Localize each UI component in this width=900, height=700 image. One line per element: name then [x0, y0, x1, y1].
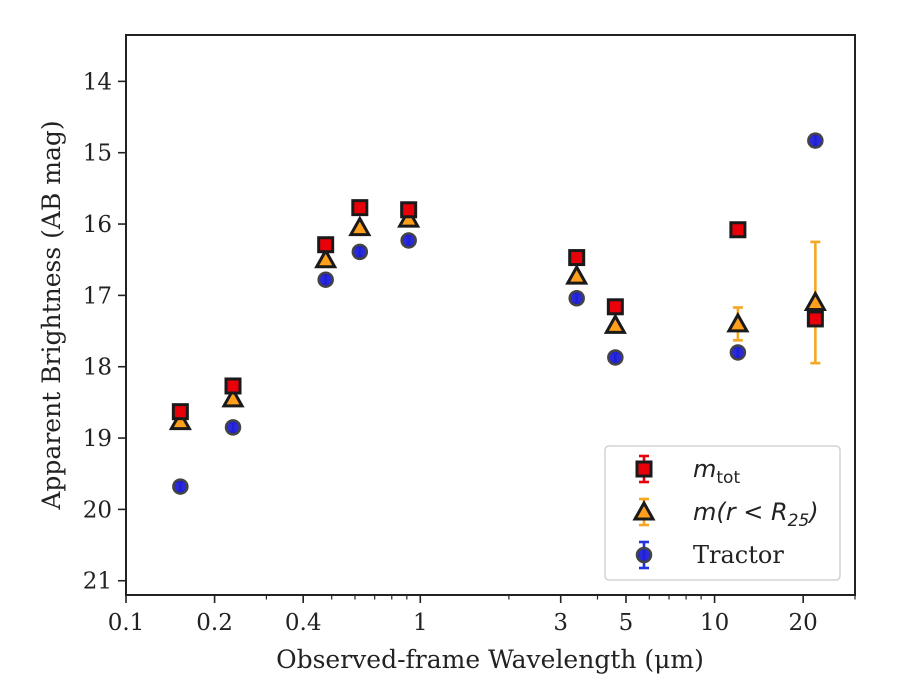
data-point-mtot: [351, 199, 369, 217]
marker-triangle: [565, 264, 589, 285]
marker-circle: [224, 419, 242, 436]
legend-label: mtot: [693, 455, 740, 488]
data-point-mr25: [221, 386, 245, 408]
marker-circle: [351, 243, 369, 261]
data-point-tractor: [400, 232, 417, 249]
marker-triangle: [803, 290, 827, 312]
data-point-tractor: [568, 289, 585, 307]
legend-marker-triangle: [632, 499, 656, 521]
data-point-mr25: [803, 240, 827, 365]
marker-circle: [607, 349, 624, 366]
marker-square: [317, 236, 335, 254]
data-point-mr25: [603, 313, 627, 334]
data-point-mr25: [726, 306, 750, 342]
data-point-mtot: [400, 201, 418, 219]
data-point-mr25: [348, 215, 372, 237]
x-tick-label: 3: [553, 610, 568, 636]
y-axis-title: Apparent Brightness (AB mag): [37, 120, 66, 510]
y-tick-label: 21: [83, 569, 112, 595]
data-point-tractor: [224, 419, 242, 436]
marker-square: [729, 221, 747, 239]
x-tick-label: 0.1: [108, 610, 145, 636]
x-axis-title: Observed-frame Wavelength (μm): [276, 645, 704, 674]
x-axis: 0.1 0.2 0.4 1 3 5 10 20: [108, 595, 856, 636]
data-point-tractor: [807, 132, 824, 149]
x-tick-label: 20: [789, 610, 818, 636]
series-mr25: [168, 206, 827, 431]
plot-area: [168, 132, 827, 495]
marker-circle: [317, 271, 334, 288]
data-point-mr25: [314, 247, 338, 269]
data-point-tractor: [172, 478, 189, 495]
marker-circle: [568, 289, 585, 307]
x-tick-label: 0.4: [285, 610, 322, 636]
series-tractor: [172, 132, 824, 495]
x-tick-label: 0.2: [196, 610, 233, 636]
data-point-mtot: [806, 310, 824, 328]
legend-marker-square: [635, 460, 653, 478]
marker-square: [806, 310, 824, 328]
axes-frame: [125, 34, 856, 596]
data-point-mtot: [606, 298, 624, 316]
y-axis: 14 15 16 17 18 19 20 21: [83, 69, 126, 595]
data-point-mtot: [568, 249, 586, 267]
y-tick-label: 16: [83, 212, 112, 238]
marker-triangle: [168, 409, 192, 431]
data-point-tractor: [729, 344, 747, 361]
legend-entry-tractor: Tractor: [635, 540, 784, 570]
x-tick-label: 10: [700, 610, 729, 636]
marker-triangle: [603, 313, 627, 334]
y-tick-label: 18: [83, 355, 112, 381]
legend-box: [604, 445, 841, 581]
marker-circle: [400, 232, 417, 249]
x-tick-label: 1: [413, 610, 428, 636]
data-point-tractor: [351, 243, 369, 261]
data-point-mtot: [224, 377, 242, 395]
legend-label: m(r < R25): [693, 498, 819, 531]
legend: mtot m(r < R25) Tractor: [604, 445, 841, 581]
marker-triangle: [221, 386, 245, 408]
marker-square: [171, 403, 189, 421]
marker-triangle: [348, 215, 372, 237]
legend-marker-circle: [635, 546, 653, 564]
y-tick-label: 15: [83, 141, 112, 167]
data-point-mr25: [168, 409, 192, 431]
marker-square: [224, 377, 242, 395]
data-point-mtot: [171, 403, 189, 421]
data-point-mr25: [565, 264, 589, 285]
marker-triangle: [314, 247, 338, 269]
series-mtot: [171, 199, 824, 421]
legend-label: Tractor: [693, 541, 784, 569]
legend-entry-mtot: mtot: [635, 454, 740, 488]
legend-entry-mr25: m(r < R25): [632, 497, 819, 531]
y-tick-label: 20: [83, 497, 112, 523]
y-tick-label: 17: [83, 283, 112, 309]
y-tick-label: 14: [83, 69, 112, 95]
data-point-tractor: [317, 271, 334, 288]
marker-square: [351, 199, 369, 217]
marker-circle: [172, 478, 189, 495]
x-tick-label: 5: [619, 610, 634, 636]
marker-triangle: [726, 311, 750, 333]
y-tick-label: 19: [83, 426, 112, 452]
marker-circle: [807, 132, 824, 149]
data-point-mtot: [729, 221, 747, 239]
marker-square: [400, 201, 418, 219]
marker-square: [606, 298, 624, 316]
data-point-mtot: [317, 236, 335, 254]
data-point-tractor: [607, 349, 624, 366]
marker-circle: [729, 344, 747, 361]
marker-square: [568, 249, 586, 267]
